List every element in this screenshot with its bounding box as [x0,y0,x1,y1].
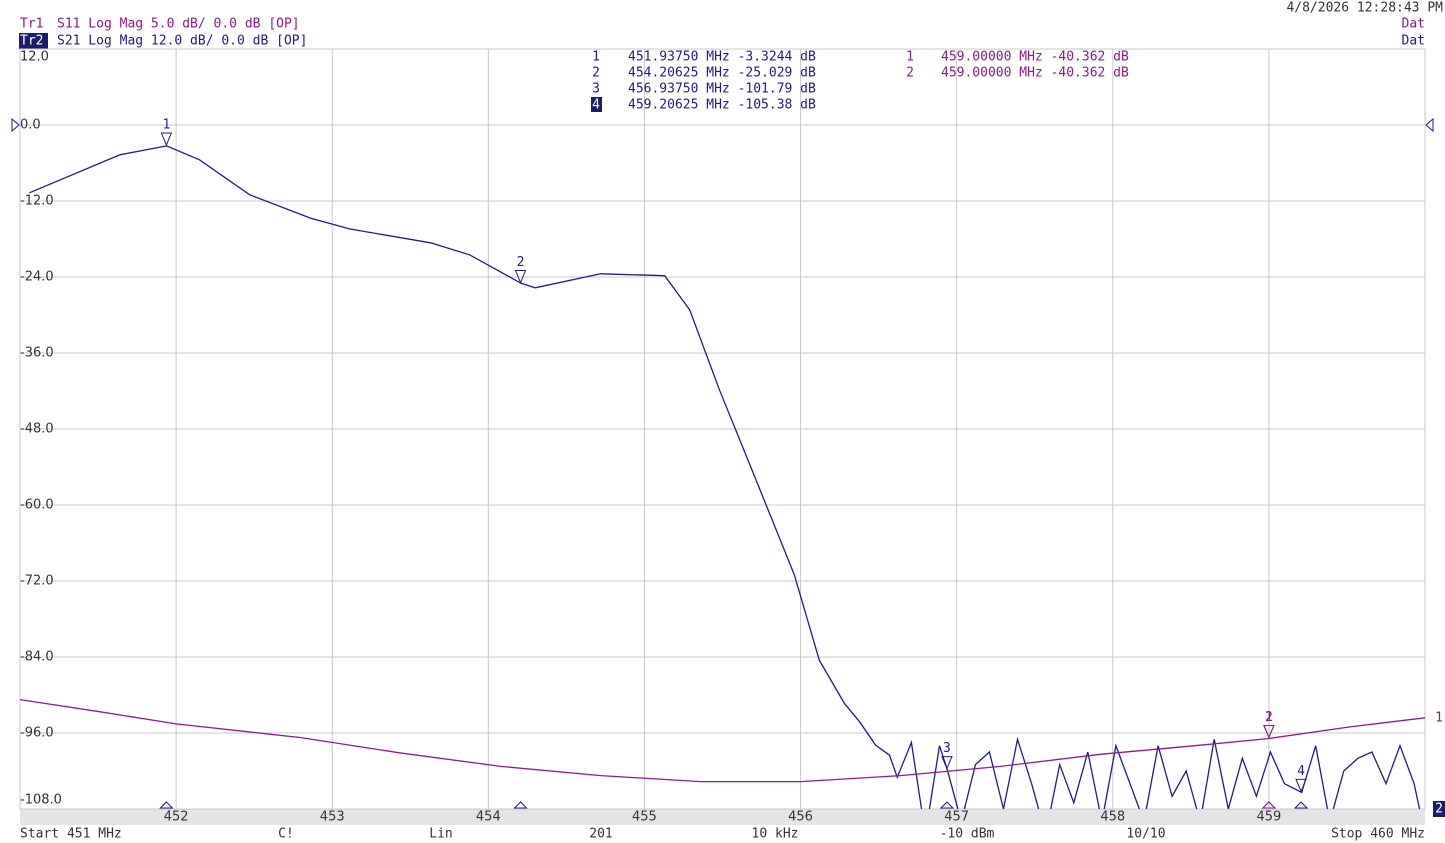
readout-value: 459.20625 MHz -105.38 dB [628,98,816,113]
readout-number: 1 [592,50,600,65]
trace2-status: Dat [1402,34,1425,49]
trace1-setup: S11 Log Mag 5.0 dB/ 0.0 dB [OP] [57,17,300,32]
y-tick-label: 0.0 [20,118,41,133]
status-field: -10 dBm [940,827,995,842]
marker-foot [1261,801,1277,809]
marker-label: 2 [1265,710,1273,725]
y-tick-label: -12.0 [20,194,54,209]
status-field: Lin [429,827,452,842]
status-field: 10 kHz [752,827,799,842]
plot-area [20,145,1425,809]
status-field: C! [278,827,294,842]
readout-value: 456.93750 MHz -101.79 dB [628,82,816,97]
x-tick-label: 452 [164,810,189,825]
ref-arrow-left [11,117,20,133]
marker-label: 1 [1265,710,1273,725]
x-tick-label: 458 [1100,810,1125,825]
readout-number: 1 [906,50,914,65]
marker [514,270,527,284]
trace1-id: Tr1 [20,17,43,32]
marker-label: 2 [517,255,525,270]
marker-label: 1 [162,118,170,133]
marker-foot [1293,801,1309,809]
status-field: Stop 460 MHz [1331,827,1425,842]
x-tick-label: 459 [1256,810,1281,825]
y-tick-label: -60.0 [20,498,54,513]
trace2-end-badge [1433,801,1445,817]
marker [160,132,173,147]
y-tick-label: -84.0 [20,650,54,665]
readout-number: 2 [592,66,600,81]
trace1-status: Dat [1402,17,1425,32]
status-field: 10/10 [1126,827,1165,842]
x-tick-label: 456 [788,810,813,825]
marker-foot [939,801,955,809]
marker [941,756,953,770]
y-tick-label: -108.0 [20,793,62,808]
trace2-setup: S21 Log Mag 12.0 dB/ 0.0 dB [OP] [57,34,307,49]
active-marker-badge [591,97,602,112]
x-axis-band [20,809,1425,825]
trace2-id: Tr2 [20,34,43,49]
marker [1263,725,1275,739]
y-tick-label: -48.0 [20,422,54,437]
marker [1295,778,1307,793]
readout-value: 459.00000 MHz -40.362 dB [941,66,1129,81]
trace [29,145,1421,809]
y-tick-label: -72.0 [20,574,54,589]
y-tick-label: -24.0 [20,270,54,285]
marker-label: 3 [943,741,951,756]
x-tick-label: 457 [944,810,969,825]
x-tick-label: 454 [476,810,501,825]
trace2-end-label: 2 [1435,802,1443,817]
x-tick-label: 453 [320,810,345,825]
trace2-badge [19,33,48,49]
plot-border [19,48,1426,810]
marker-foot [159,801,174,809]
status-field: Start 451 MHz [20,827,122,842]
readout-value: 454.20625 MHz -25.029 dB [628,66,816,81]
marker-foot [513,801,528,809]
readout-value: 451.93750 MHz -3.3244 dB [628,50,816,65]
readout-value: 459.00000 MHz -40.362 dB [941,50,1129,65]
y-tick-label: 12.0 [20,50,49,65]
ref-arrow-right [1425,117,1434,133]
readout-number: 2 [906,66,914,81]
readout-number: 4 [592,98,600,113]
marker-label: 4 [1297,764,1305,779]
y-tick-label: -96.0 [20,726,54,741]
readout-number: 3 [592,82,600,97]
y-tick-label: -36.0 [20,346,54,361]
trace [20,698,1425,783]
trace1-end-label: 1 [1435,711,1443,726]
datetime: 4/8/2026 12:28:43 PM [1286,1,1443,16]
x-tick-label: 455 [632,810,657,825]
status-field: 201 [589,827,612,842]
